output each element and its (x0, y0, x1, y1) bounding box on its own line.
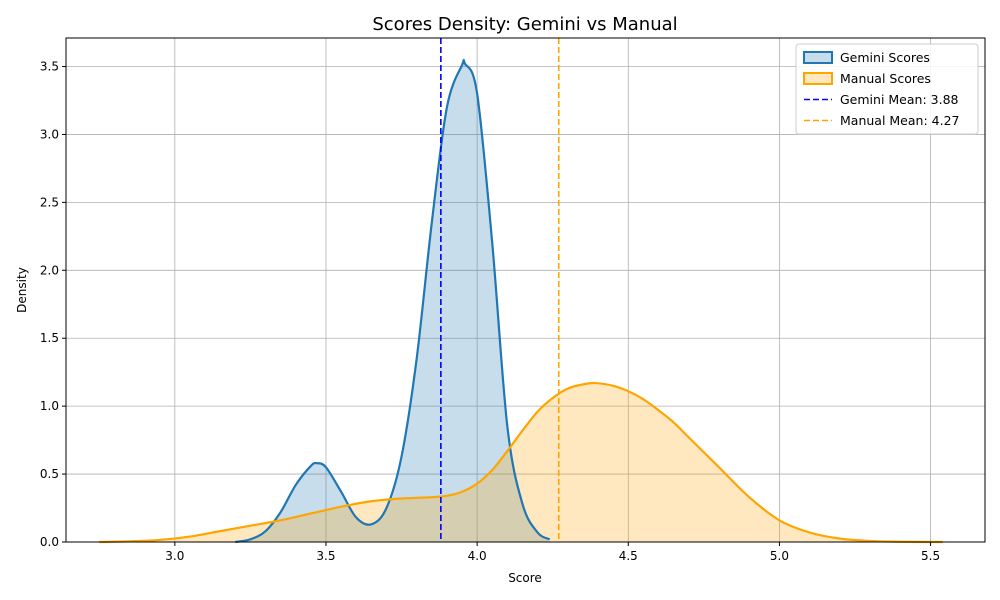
x-tick-label: 4.5 (619, 549, 638, 563)
legend-label: Manual Mean: 4.27 (840, 113, 959, 128)
legend-swatch (803, 72, 833, 85)
legend: Gemini Scores Manual Scores Gemini Mean: 3… (795, 43, 979, 135)
legend-label: Gemini Scores (840, 50, 930, 65)
y-tick-label: 0.0 (40, 535, 59, 549)
x-axis-label: Score (508, 571, 542, 585)
x-tick-label: 3.5 (316, 549, 335, 563)
axis-ticks: 3.0 3.5 4.0 4.5 5.0 5.5 0.0 0.5 1.0 1.5 2.0 2.5 3.0 3… (40, 60, 940, 563)
legend-swatch (803, 51, 833, 64)
density-areas (99, 59, 943, 542)
y-tick-label: 0.5 (40, 467, 59, 481)
x-tick-label: 3.0 (165, 549, 184, 563)
density-lines (99, 58, 943, 544)
manual-scores-area (99, 383, 943, 542)
legend-box (795, 43, 979, 135)
y-tick-label: 3.0 (40, 127, 59, 141)
gemini-scores-line (235, 58, 551, 544)
gemini-scores-area (235, 59, 550, 542)
plot-frame (65, 37, 986, 543)
y-tick-label: 2.5 (40, 195, 59, 209)
manual-scores-line (99, 381, 943, 544)
y-tick-label: 1.5 (40, 331, 59, 345)
y-tick-label: 3.5 (40, 60, 59, 74)
y-tick-label: 2.0 (40, 263, 59, 277)
x-tick-label: 5.0 (770, 549, 789, 563)
legend-label: Manual Scores (840, 71, 931, 86)
legend-label: Gemini Mean: 3.88 (840, 92, 959, 107)
x-tick-label: 5.5 (921, 549, 940, 563)
x-tick-label: 4.0 (468, 549, 487, 563)
y-axis-label: Density (15, 267, 29, 313)
mean-lines (440, 38, 560, 542)
chart-title: Scores Density: Gemini vs Manual (372, 14, 677, 35)
y-tick-label: 1.0 (40, 399, 59, 413)
